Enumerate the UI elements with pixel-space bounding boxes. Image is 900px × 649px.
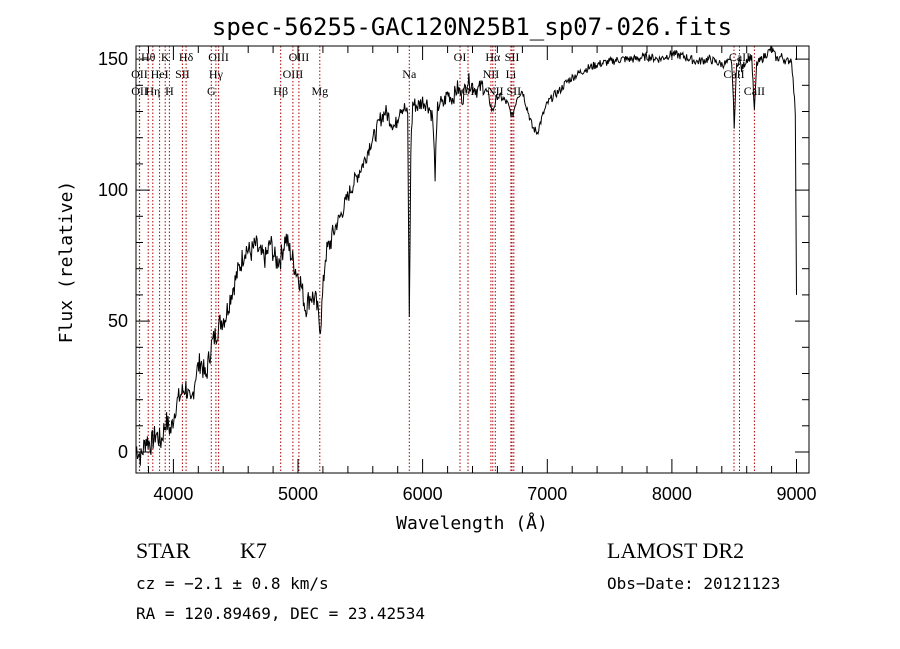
plot-frame [135,45,810,474]
spectrum-series [135,45,797,466]
survey-name: LAMOST DR2 [607,538,744,563]
line-label: CaII [729,50,750,64]
line-label: Li [506,67,517,81]
line-label: SII [506,84,521,98]
line-label: Mg [311,84,328,98]
redshift-cz: cz = −2.1 ± 0.8 km/s [136,574,329,593]
line-label: CaII [744,84,765,98]
x-tick-label: 4000 [153,484,193,504]
ra-dec: RA = 120.89469, DEC = 23.42534 [136,604,425,623]
line-label: K [161,50,170,64]
line-label: CaII [723,67,744,81]
line-label: NII [483,67,500,81]
spectral-line-labels: Hθ K Hδ OIII OIII OI Hα SII CaII OII HeI SII Hγ OIII N… [131,50,765,98]
line-label: OIII [208,50,229,64]
line-label: Hδ [179,50,194,64]
chart-title: spec-56255-GAC120N25B1_sp07-026.fits [212,13,732,41]
line-label: Hη [145,84,160,98]
line-label: H [165,84,174,98]
line-label: OIII [289,50,310,64]
x-tick-label: 7000 [527,484,567,504]
y-axis-label: Flux (relative) [56,181,77,344]
x-tick-label: 5000 [278,484,318,504]
x-tick-label: 9000 [776,484,816,504]
line-label: Hθ [141,50,156,64]
spectral-line-markers [138,46,755,473]
line-label: Na [402,67,417,81]
x-tick-label: 8000 [652,484,692,504]
y-tick-label: 100 [98,180,128,200]
line-label: Hα [485,50,501,64]
line-label: OII [131,84,148,98]
line-label: OII [131,67,148,81]
object-subclass: K7 [240,538,267,563]
line-label: G [207,84,216,98]
line-label: Hβ [273,84,288,98]
line-label: Hγ [209,67,224,81]
y-tick-label: 50 [108,311,128,331]
spectrum-line [135,45,797,466]
line-label: OI [454,50,467,64]
line-label: OIII [283,67,304,81]
x-tick-label: 6000 [403,484,443,504]
object-class: STAR [136,538,191,563]
y-tick-label: 150 [98,49,128,69]
line-label: SII [175,67,190,81]
line-label: SII [505,50,520,64]
x-axis-label: Wavelength (Å) [396,512,548,534]
y-tick-label: 0 [118,442,128,462]
axis-ticks: 4000 5000 6000 7000 8000 9000 0 50 100 150 [98,46,817,504]
obs-date: Obs−Date: 20121123 [607,574,780,593]
line-label: HeI [151,67,169,81]
